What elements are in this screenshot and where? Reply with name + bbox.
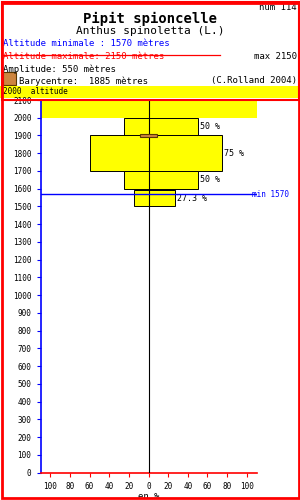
Text: 75 %: 75 % xyxy=(224,148,244,158)
Text: Anthus spinoletta (L.): Anthus spinoletta (L.) xyxy=(76,26,224,36)
Bar xyxy=(140,134,157,137)
Text: Barycentre:  1885 mètres: Barycentre: 1885 mètres xyxy=(19,76,148,86)
Text: Altitude maximale: 2150 mètres: Altitude maximale: 2150 mètres xyxy=(3,52,164,60)
Text: max 2150: max 2150 xyxy=(254,52,297,60)
Text: 2000  altitude: 2000 altitude xyxy=(3,87,68,96)
Bar xyxy=(0,86,300,98)
X-axis label: en %: en % xyxy=(138,492,159,500)
Bar xyxy=(90,136,148,171)
Bar xyxy=(148,118,198,136)
Bar xyxy=(40,100,256,117)
Text: num 114: num 114 xyxy=(260,3,297,12)
Text: Altitude minimale : 1570 mètres: Altitude minimale : 1570 mètres xyxy=(3,39,169,48)
Bar xyxy=(148,190,175,206)
Text: 27.3 %: 27.3 % xyxy=(177,194,207,203)
Bar xyxy=(148,136,222,171)
Text: (C.Rolland 2004): (C.Rolland 2004) xyxy=(211,76,297,85)
Text: 50 %: 50 % xyxy=(200,122,220,131)
Bar xyxy=(148,171,198,188)
Text: Pipit spioncelle: Pipit spioncelle xyxy=(83,12,217,26)
Text: Amplitude: 550 mètres: Amplitude: 550 mètres xyxy=(3,64,116,74)
Text: min 1570: min 1570 xyxy=(252,190,289,198)
Bar xyxy=(124,171,148,188)
Bar xyxy=(134,190,148,206)
Text: 50 %: 50 % xyxy=(200,176,220,184)
Bar xyxy=(3,72,16,85)
Bar xyxy=(124,118,148,136)
